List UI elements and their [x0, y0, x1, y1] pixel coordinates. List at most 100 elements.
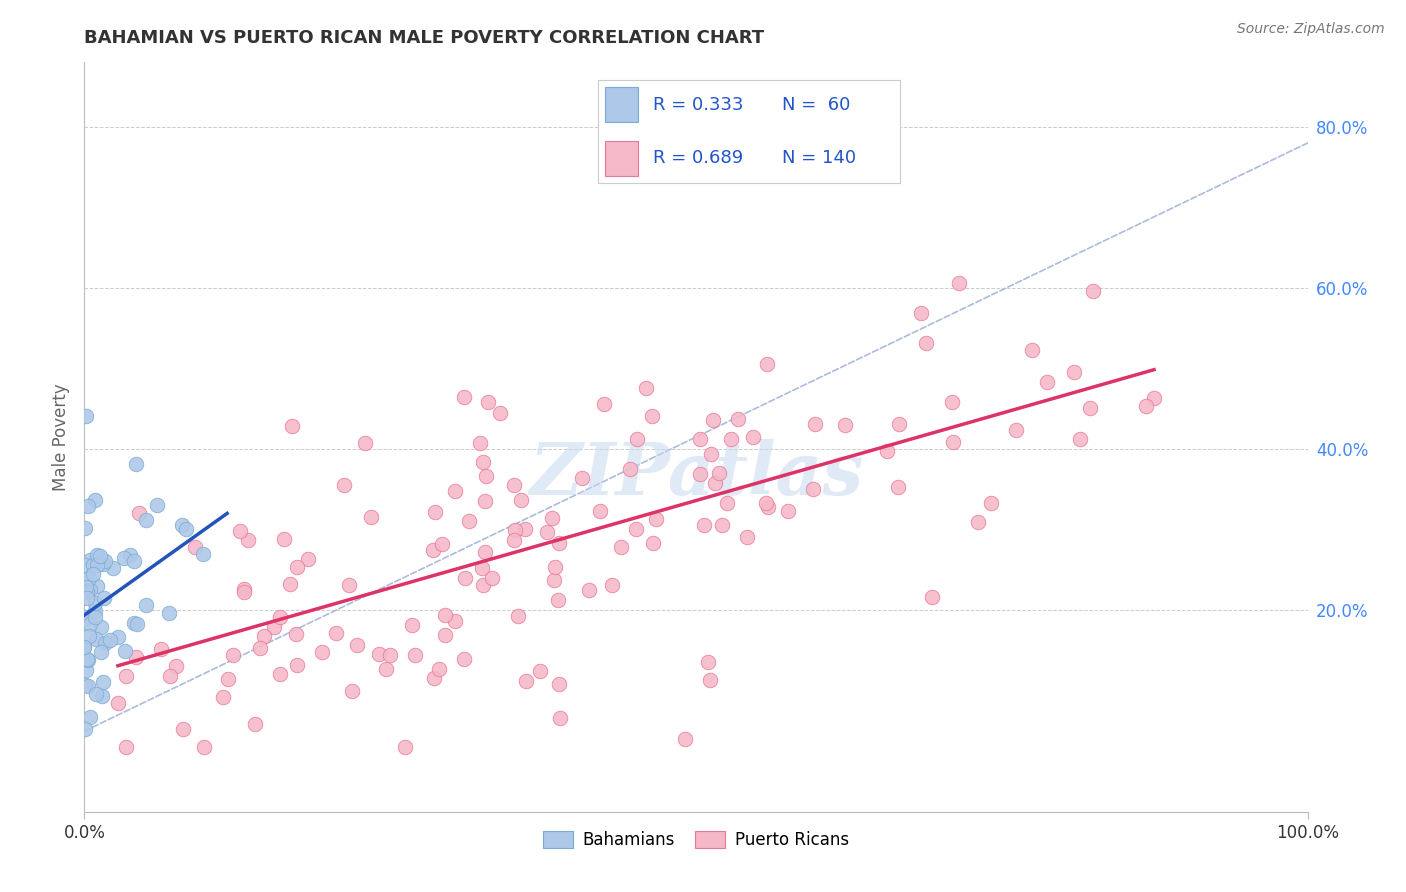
Text: N = 140: N = 140: [782, 149, 856, 167]
Point: [83, 596, 105, 610]
Point: [354, 435, 377, 450]
Point: [84, 493, 107, 508]
Point: [914, 335, 936, 350]
Point: [337, 578, 360, 592]
Point: [404, 648, 426, 662]
Point: [941, 395, 963, 409]
Point: [710, 517, 733, 532]
Point: [425, 505, 447, 519]
Point: [536, 525, 558, 540]
Point: [77, 571, 100, 585]
Point: [77, 653, 100, 667]
Text: R = 0.689: R = 0.689: [654, 149, 744, 167]
Point: [332, 477, 354, 491]
Point: [592, 397, 614, 411]
Point: [547, 676, 569, 690]
Point: [645, 512, 668, 526]
Point: [90, 689, 112, 703]
Point: [375, 662, 398, 676]
Point: [454, 570, 477, 584]
Point: [689, 467, 711, 481]
Point: [626, 432, 648, 446]
Point: [107, 696, 129, 710]
Point: [641, 535, 664, 549]
Point: [124, 649, 146, 664]
Point: [176, 522, 198, 536]
Point: [76, 651, 98, 665]
Point: [457, 514, 479, 528]
Point: [73, 678, 96, 692]
Point: [941, 434, 963, 449]
Point: [422, 542, 444, 557]
Point: [84, 688, 107, 702]
Point: [702, 413, 724, 427]
Point: [191, 547, 214, 561]
Point: [73, 520, 96, 534]
Point: [394, 739, 416, 754]
Point: [887, 480, 910, 494]
Point: [699, 447, 721, 461]
Point: [285, 560, 308, 574]
Point: [737, 530, 759, 544]
Point: [94, 554, 117, 568]
Point: [471, 560, 494, 574]
Point: [150, 642, 173, 657]
Point: [503, 533, 526, 548]
Point: [430, 537, 453, 551]
Point: [233, 582, 256, 597]
Point: [122, 554, 145, 568]
Point: [427, 663, 450, 677]
Point: [253, 629, 276, 643]
Point: [619, 461, 641, 475]
Point: [101, 560, 124, 574]
Point: [75, 558, 97, 572]
Point: [77, 679, 100, 693]
Point: [515, 674, 537, 689]
Text: Source: ZipAtlas.com: Source: ZipAtlas.com: [1237, 22, 1385, 37]
Point: [453, 652, 475, 666]
Point: [118, 548, 141, 562]
Point: [193, 740, 215, 755]
Point: [75, 611, 97, 625]
Point: [229, 524, 252, 539]
Point: [183, 541, 205, 555]
Point: [693, 518, 716, 533]
Point: [233, 584, 256, 599]
FancyBboxPatch shape: [605, 87, 638, 122]
Point: [91, 675, 114, 690]
Point: [73, 640, 96, 655]
Point: [1063, 365, 1085, 379]
Text: R = 0.333: R = 0.333: [654, 96, 744, 114]
Point: [281, 419, 304, 434]
Point: [263, 620, 285, 634]
Point: [453, 390, 475, 404]
Point: [503, 478, 526, 492]
Point: [1005, 423, 1028, 437]
Point: [165, 659, 187, 673]
Point: [876, 444, 898, 458]
Point: [529, 664, 551, 678]
Point: [755, 496, 778, 510]
Point: [506, 609, 529, 624]
Point: [79, 583, 101, 598]
Point: [90, 645, 112, 659]
Point: [515, 522, 537, 536]
Point: [641, 409, 664, 423]
Point: [79, 553, 101, 567]
Point: [540, 511, 562, 525]
Point: [433, 607, 456, 622]
Point: [433, 627, 456, 641]
Point: [756, 357, 779, 371]
Point: [91, 557, 114, 571]
Point: [707, 466, 730, 480]
Point: [84, 632, 107, 646]
Point: [285, 657, 308, 672]
Point: [75, 409, 97, 423]
Point: [716, 495, 738, 509]
Point: [834, 417, 856, 432]
Point: [742, 430, 765, 444]
Point: [979, 496, 1001, 510]
Point: [589, 504, 612, 518]
Point: [471, 455, 494, 469]
Point: [921, 590, 943, 604]
